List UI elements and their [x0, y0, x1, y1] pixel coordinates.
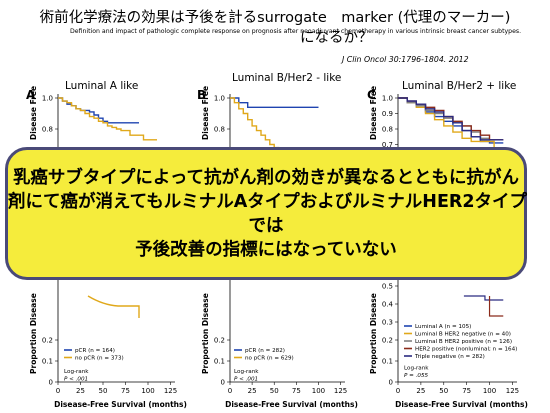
- panel-b-xtick-label: 100: [312, 387, 325, 395]
- panel-c-legend-label: Triple negative (n = 282): [414, 354, 485, 360]
- panel-b-ytick-label: 0.8: [214, 126, 225, 134]
- panel-c-xtick-label: 125: [506, 387, 519, 395]
- panel-c-xtick-label: 0: [396, 387, 400, 395]
- panel-c-legend-label: Luminal B HER2 negative (n = 40): [415, 332, 511, 338]
- panel-a-ytick-label: 0.1: [42, 358, 53, 366]
- conclusion-callout: 乳癌サブタイプによって抗がん剤の効きが異なるとともに抗がん 剤にて癌が消えてもル…: [5, 147, 527, 280]
- panel-c-series-4-curve: [398, 97, 504, 141]
- panel-c-ytick-label: 0.9: [382, 110, 393, 118]
- panel-b-stat-label: Log-rank: [234, 369, 259, 375]
- panel-c-ytick-label: 0.3: [382, 319, 393, 327]
- panel-b-xtick-label: 25: [248, 387, 257, 395]
- panel-a-legend-label: no pCR (n = 373): [75, 356, 124, 362]
- panel-c-ytick-label: 0.5: [382, 283, 393, 291]
- panel-b-letter: B: [197, 88, 207, 102]
- panel-c-ytick-label: 1.0: [382, 95, 393, 103]
- panel-a-ytick-label: 0.8: [42, 126, 53, 134]
- panel-a-lower-curve: [87, 295, 140, 318]
- panel-c-legend-label: HER2 positive (nonluminal; n = 164): [415, 347, 517, 353]
- panel-c-y-axis-label-lower: Proportion Disease: [369, 293, 378, 374]
- panel-c-y-axis-label-upper: Disease Free: [369, 86, 378, 140]
- panel-b-stat-value: P < .001: [234, 377, 258, 383]
- callout-line-3: では: [248, 216, 284, 236]
- panel-c-xtick-label: 100: [483, 387, 496, 395]
- panel-a-xtick-label: 25: [76, 387, 85, 395]
- panel-a-stat-label: Log-rank: [64, 369, 89, 375]
- callout-line-1: 乳癌サブタイプによって抗がん剤の効きが異なるとともに抗がん: [12, 168, 520, 188]
- panel-c-ytick-label: 0.7: [382, 141, 393, 149]
- panel-b-xtick-label: 125: [334, 387, 347, 395]
- panel-b-ytick-label: 0: [221, 379, 225, 387]
- panel-a-stat-value: P < .001: [64, 377, 88, 383]
- panel-b-ytick-label: 1.0: [214, 95, 225, 103]
- panel-a-xtick-label: 75: [121, 387, 130, 395]
- panel-b-xtick-label: 75: [292, 387, 301, 395]
- panel-a-xtick-label: 125: [164, 387, 177, 395]
- panel-c-series-2-curve: [398, 97, 490, 139]
- panel-c-letter: C: [367, 88, 376, 102]
- panel-c-stat-label: Log-rank: [404, 366, 429, 372]
- panel-b-title: Luminal B/Her2 - like: [232, 72, 342, 84]
- panel-b-y-axis-label-upper: Disease Free: [201, 86, 210, 140]
- panel-b-legend-label: no pCR (n = 629): [245, 356, 294, 362]
- paper-subtitle: Definition and impact of pathologic comp…: [70, 28, 522, 35]
- panel-c-xtick-label: 50: [439, 387, 448, 395]
- panel-a-title: Luminal A like: [65, 80, 139, 92]
- panel-c-ytick-label: 0.4: [382, 301, 394, 309]
- panel-c-xtick-label: 75: [462, 387, 471, 395]
- panel-c-stat-value: P = .055: [404, 373, 429, 379]
- panel-a-ytick-label: 0.2: [42, 337, 53, 345]
- panel-b-ytick-label: 0.1: [214, 358, 225, 366]
- panel-b-x-axis-label: Disease-Free Survival (months): [225, 400, 358, 409]
- panel-c-xtick-label: 25: [416, 387, 425, 395]
- panel-b-series-0-curve: [230, 97, 319, 108]
- panel-b-xtick-label: 50: [270, 387, 279, 395]
- panel-c-ytick-label: 0.1: [382, 358, 393, 366]
- panel-c-x-axis-label: Disease-Free Survival (months): [395, 400, 528, 409]
- panel-c-lower-curve-red: [488, 296, 504, 317]
- panel-a-ytick-label: 1.0: [42, 95, 53, 103]
- panel-c-series-3-curve: [398, 97, 504, 141]
- panel-a-series-1-curve: [58, 97, 157, 141]
- panel-a-y-axis-label-lower: Proportion Disease: [29, 293, 38, 374]
- journal-citation: J Clin Oncol 30:1796-1804. 2012: [342, 55, 469, 64]
- panel-c-legend-label: Luminal A (n = 105): [415, 324, 471, 330]
- panel-a-legend-label: pCR (n = 164): [75, 348, 115, 354]
- panel-a-xtick-label: 100: [141, 387, 154, 395]
- panel-a-series-0-curve: [58, 97, 139, 124]
- panel-b-xtick-label: 0: [228, 387, 232, 395]
- panel-a-letter: A: [26, 88, 36, 102]
- panel-c-ytick-label: 0.8: [382, 126, 393, 134]
- panel-a-xtick-label: 0: [56, 387, 60, 395]
- panel-c-title: Luminal B/Her2 + like: [402, 80, 517, 92]
- panel-c-ytick-label: 0: [389, 379, 393, 387]
- callout-line-2: 剤にて癌が消えてもルミナルAタイプおよびルミナルHER2タイプ: [8, 192, 528, 212]
- panel-b-ytick-label: 0.2: [214, 337, 225, 345]
- panel-c-series-0-curve: [398, 97, 504, 144]
- panel-a-ytick-label: 0: [49, 379, 53, 387]
- callout-line-4: 予後改善の指標にはなっていない: [135, 240, 397, 260]
- panel-a-x-axis-label: Disease-Free Survival (months): [54, 400, 187, 409]
- panel-b-y-axis-label-lower: Proportion Disease: [201, 293, 210, 374]
- slide-title-line-1: 術前化学療法の効果は予後を計るsurrogate marker (代理のマーカー…: [39, 10, 511, 26]
- panel-c-legend-label: Luminal B HER2 positive (n = 126): [415, 339, 512, 345]
- panel-c-lower-curve-navy: [463, 295, 504, 301]
- panel-c-ytick-label: 0.2: [382, 337, 393, 345]
- panel-a-xtick-label: 50: [99, 387, 108, 395]
- panel-a-y-axis-label-upper: Disease Free: [29, 86, 38, 140]
- panel-b-legend-label: pCR (n = 282): [245, 348, 285, 354]
